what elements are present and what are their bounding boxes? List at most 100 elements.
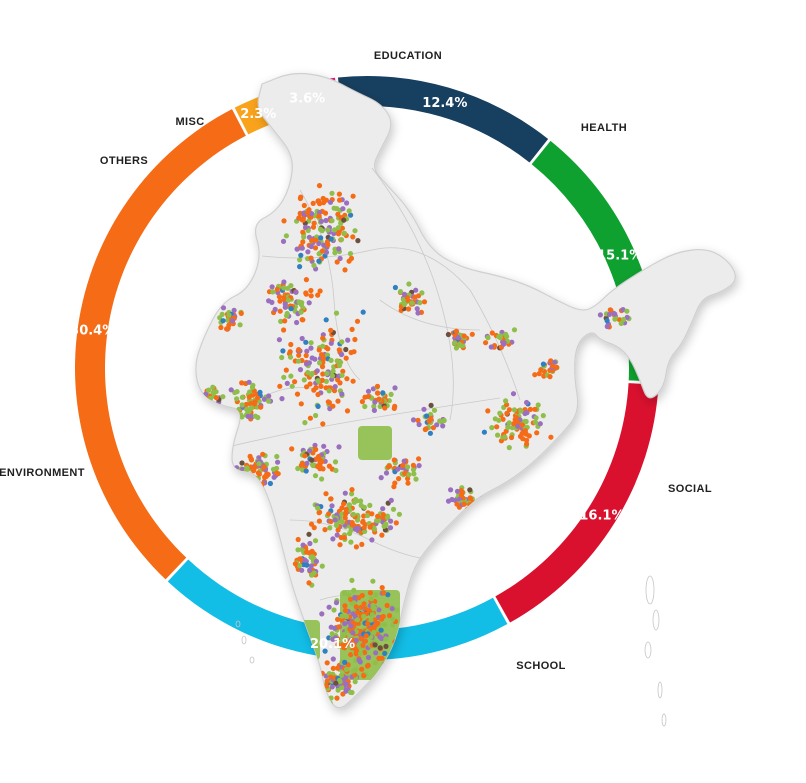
project-dot (269, 284, 275, 290)
project-dot (350, 193, 356, 199)
project-dot (238, 310, 244, 316)
project-dot (362, 649, 368, 656)
project-dot (304, 549, 310, 555)
project-dot (334, 695, 340, 701)
project-dot (517, 433, 524, 439)
project-dot (336, 191, 342, 197)
project-dot (337, 542, 343, 548)
project-dot (281, 327, 287, 333)
project-dot (348, 652, 354, 658)
project-dot (394, 607, 400, 613)
project-dot (373, 650, 379, 656)
project-dot (323, 217, 329, 224)
project-dot (309, 548, 315, 554)
project-dot (509, 425, 515, 431)
project-dot (299, 460, 306, 467)
project-dot (489, 425, 495, 431)
project-dot (440, 423, 446, 429)
project-dot (301, 377, 307, 383)
project-dot (330, 536, 336, 542)
project-dot (203, 406, 209, 412)
project-dot (350, 378, 356, 384)
project-dot (338, 351, 345, 358)
project-dot (606, 311, 613, 317)
project-dot (328, 327, 334, 333)
project-dot (349, 491, 355, 497)
project-dot (343, 346, 349, 353)
project-dot (624, 308, 630, 314)
project-dot (535, 402, 541, 408)
project-dot (348, 212, 354, 218)
project-dot (296, 352, 302, 358)
project-dot (346, 208, 352, 214)
project-dot (335, 211, 341, 217)
state-border (469, 289, 521, 401)
project-dot (351, 499, 357, 505)
project-dot (282, 318, 288, 324)
project-dot (329, 631, 335, 637)
project-dot (312, 442, 318, 448)
project-dot (308, 255, 314, 261)
project-dot (313, 385, 319, 391)
project-dot (405, 464, 411, 470)
project-dot (453, 345, 459, 351)
project-dot (303, 339, 309, 345)
project-dot (281, 374, 287, 380)
project-dot (350, 234, 356, 240)
project-dots (199, 182, 632, 706)
project-dot (503, 398, 509, 404)
project-dot (328, 695, 334, 701)
project-dot (326, 604, 332, 610)
project-dot (377, 634, 383, 640)
project-dot (331, 607, 337, 613)
project-dot (251, 478, 257, 484)
project-dot (289, 446, 295, 452)
project-dot (320, 371, 326, 377)
project-dot (294, 246, 300, 252)
project-dot (377, 645, 383, 651)
project-dot (329, 190, 335, 196)
project-dot (372, 605, 378, 611)
project-dot (315, 292, 321, 298)
project-dot (540, 361, 547, 367)
project-dot (367, 502, 373, 508)
project-dot (307, 567, 313, 573)
project-dot (275, 471, 281, 477)
project-dot (410, 417, 417, 423)
project-dot (308, 554, 314, 560)
project-dot (326, 388, 332, 394)
project-dot (532, 419, 539, 425)
project-dot (537, 421, 543, 427)
project-dot (354, 525, 361, 531)
project-dot (344, 200, 350, 206)
project-dot (316, 347, 322, 353)
project-dot (199, 400, 205, 406)
project-dot (277, 383, 283, 389)
project-dot (328, 340, 334, 346)
project-dot (249, 477, 255, 483)
project-dot (620, 316, 627, 323)
project-dot (283, 233, 289, 239)
project-dot (335, 398, 341, 404)
state-border (379, 299, 481, 331)
project-dot (416, 421, 422, 428)
project-dot (341, 217, 347, 223)
project-dot (307, 448, 313, 454)
project-dot (311, 525, 317, 531)
island (249, 656, 255, 664)
project-dot (315, 463, 321, 469)
project-dot (371, 629, 377, 635)
project-dot (317, 201, 323, 207)
project-dot (270, 466, 277, 472)
project-dot (303, 352, 309, 359)
project-dot (334, 259, 340, 265)
project-dot (359, 592, 365, 599)
project-dot (365, 388, 372, 394)
category-label-misc: MISC (175, 116, 204, 128)
project-dot (310, 224, 317, 230)
project-dot (313, 446, 319, 453)
project-dot (510, 391, 517, 397)
project-dot (494, 424, 500, 430)
project-dot (382, 650, 388, 657)
project-dot (350, 668, 356, 674)
